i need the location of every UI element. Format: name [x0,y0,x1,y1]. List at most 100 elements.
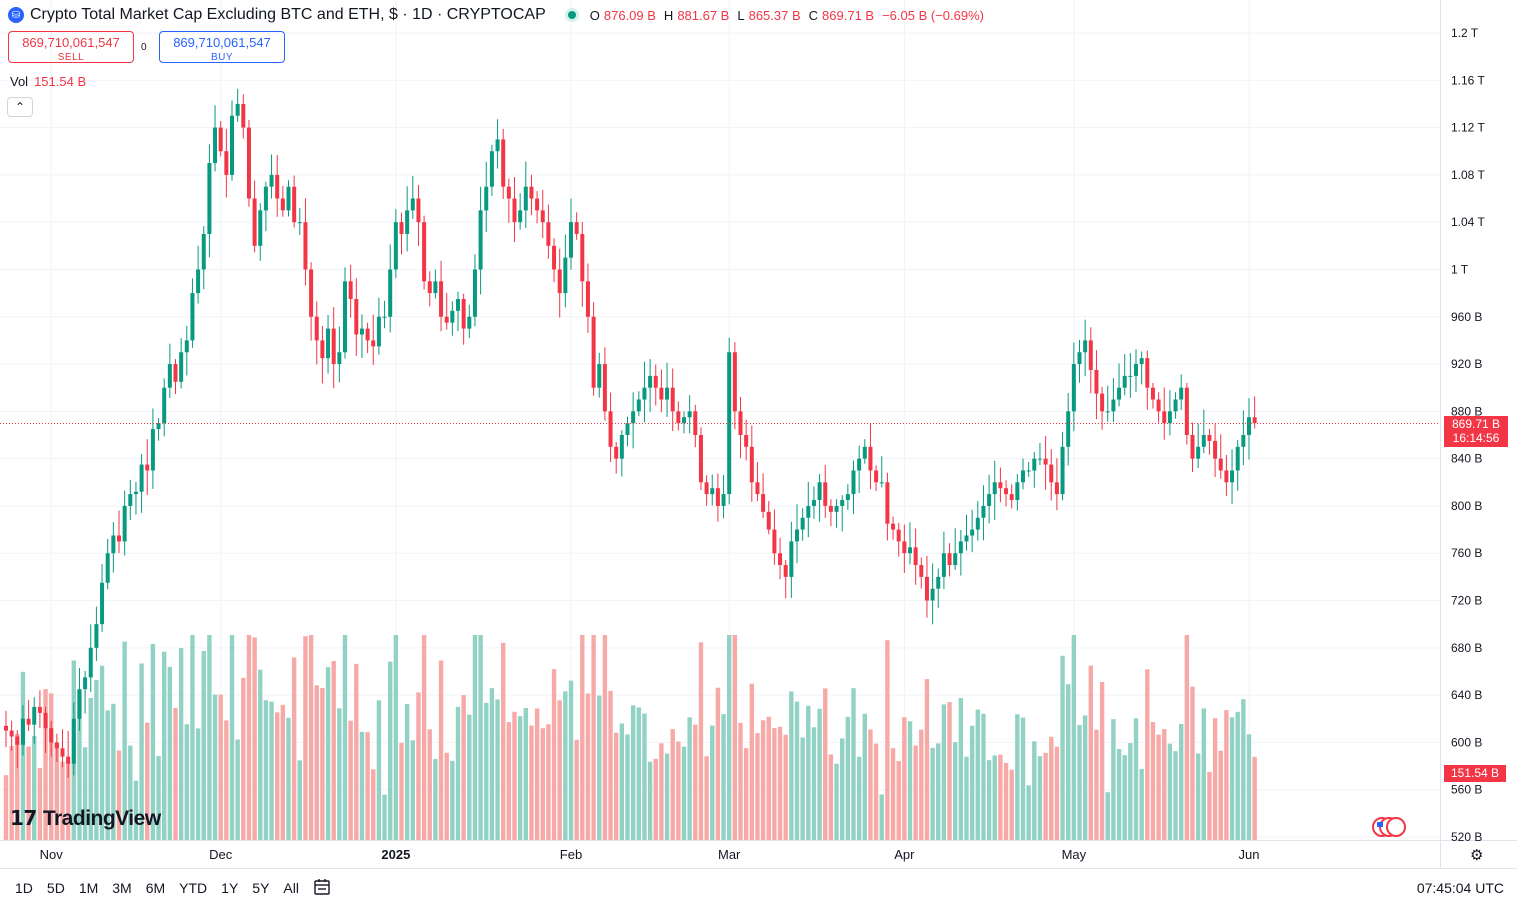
volume-bar [856,756,862,840]
volume-bar [145,722,150,840]
candle-body [416,198,421,223]
volume-bar [636,707,641,840]
candle-body [834,505,839,512]
volume-bar [427,729,432,840]
volume-bar [1111,719,1116,840]
range-3m[interactable]: 3M [112,880,132,896]
range-1d[interactable]: 1D [15,880,33,896]
candle-body [472,269,477,317]
utc-clock[interactable]: 07:45:04 UTC [1416,880,1504,896]
volume-bar [467,714,472,840]
range-1m[interactable]: 1M [78,880,99,896]
candle-body [715,488,720,506]
candle-body [642,387,647,400]
y-tick-label: 1.2 T [1451,26,1479,40]
y-tick-label: 760 B [1451,546,1482,560]
volume-bar [1207,771,1212,840]
volume-bar [517,716,523,840]
range-all[interactable]: All [283,880,299,896]
candle-body [670,387,675,412]
candle-body [636,399,641,412]
y-tick-label: 680 B [1451,641,1482,655]
volume-bar [704,756,709,840]
candle-body [399,222,404,234]
sell-button[interactable]: 869,710,061,547 SELL [8,31,134,63]
candle-body [704,482,709,495]
gear-icon[interactable]: ⚙ [1470,847,1484,864]
candle-body [224,151,229,175]
candle-body [958,541,963,554]
candle-body [1190,435,1195,459]
buy-button[interactable]: 869,710,061,547 BUY [159,31,285,63]
candle-body [241,103,246,128]
volume-bar [218,694,223,840]
volume-bar [1173,751,1178,840]
candle-body [924,576,929,601]
tradingview-logo[interactable]: 𝟭𝟳 TradingView [10,806,161,831]
volume-bar [320,688,325,840]
volume-bar [207,635,212,840]
x-tick-label: 2025 [381,847,410,862]
y-tick-label: 840 B [1451,452,1482,466]
range-ytd[interactable]: YTD [179,880,208,896]
range-6m[interactable]: 6M [145,880,166,896]
candle-body [359,328,364,335]
volume-bar [715,687,721,840]
collapse-legend-button[interactable]: ⌃ [7,97,33,117]
candle-body [665,387,670,400]
candle-body [552,245,557,270]
candle-body [167,364,172,388]
volume-bar [1241,699,1246,840]
candle-body [851,470,856,495]
candle-body [506,186,511,199]
volume-bar [1088,665,1093,840]
symbol-title[interactable]: Crypto Total Market Cap Excluding BTC an… [30,6,546,23]
volume-bar [472,635,478,840]
candle-body [1083,340,1088,353]
range-5d[interactable]: 5D [46,880,65,896]
candle-body [117,535,121,542]
us-flag-icon[interactable] [1370,816,1410,838]
volume-bar [885,640,890,840]
volume-bar [828,754,834,840]
y-tick-label: 800 B [1451,499,1482,513]
candle-body [26,718,31,725]
calendar-range-icon[interactable] [313,878,331,896]
candle-body [975,517,980,530]
volume-bar [845,716,851,840]
volume-bar [936,743,941,840]
candle-body [343,281,347,353]
candle-body [495,139,500,152]
volume-bar [534,708,540,840]
volume-bar [653,758,658,840]
candle-body [546,222,551,246]
volume-bar [1043,752,1048,840]
range-1y[interactable]: 1Y [221,880,239,896]
candle-body [133,491,138,495]
candle-body [619,435,624,459]
volume-bar [772,728,777,840]
volume-bar [331,661,336,840]
market-status-icon[interactable] [567,11,576,19]
volume-bar [404,703,410,840]
candle-body [874,470,879,483]
candle-body [800,517,805,530]
volume-bar [416,692,421,840]
buy-label: BUY [210,52,234,63]
volume-bar [173,707,178,840]
candle-body [1179,387,1184,400]
candle-body [1009,494,1014,501]
last-price: 869.71 B [1451,417,1501,431]
volume-bar [246,635,252,840]
candle-body [450,310,455,323]
volume-bar [986,760,992,840]
range-5y[interactable]: 5Y [252,880,270,896]
volume-bar [82,747,88,840]
volume-legend[interactable]: Vol 151.54 B [10,74,87,89]
volume-bar [721,714,726,840]
volume-bar [269,701,274,840]
volume-bar [630,705,636,840]
candle-body [1156,399,1161,412]
candle-body [1173,399,1178,412]
